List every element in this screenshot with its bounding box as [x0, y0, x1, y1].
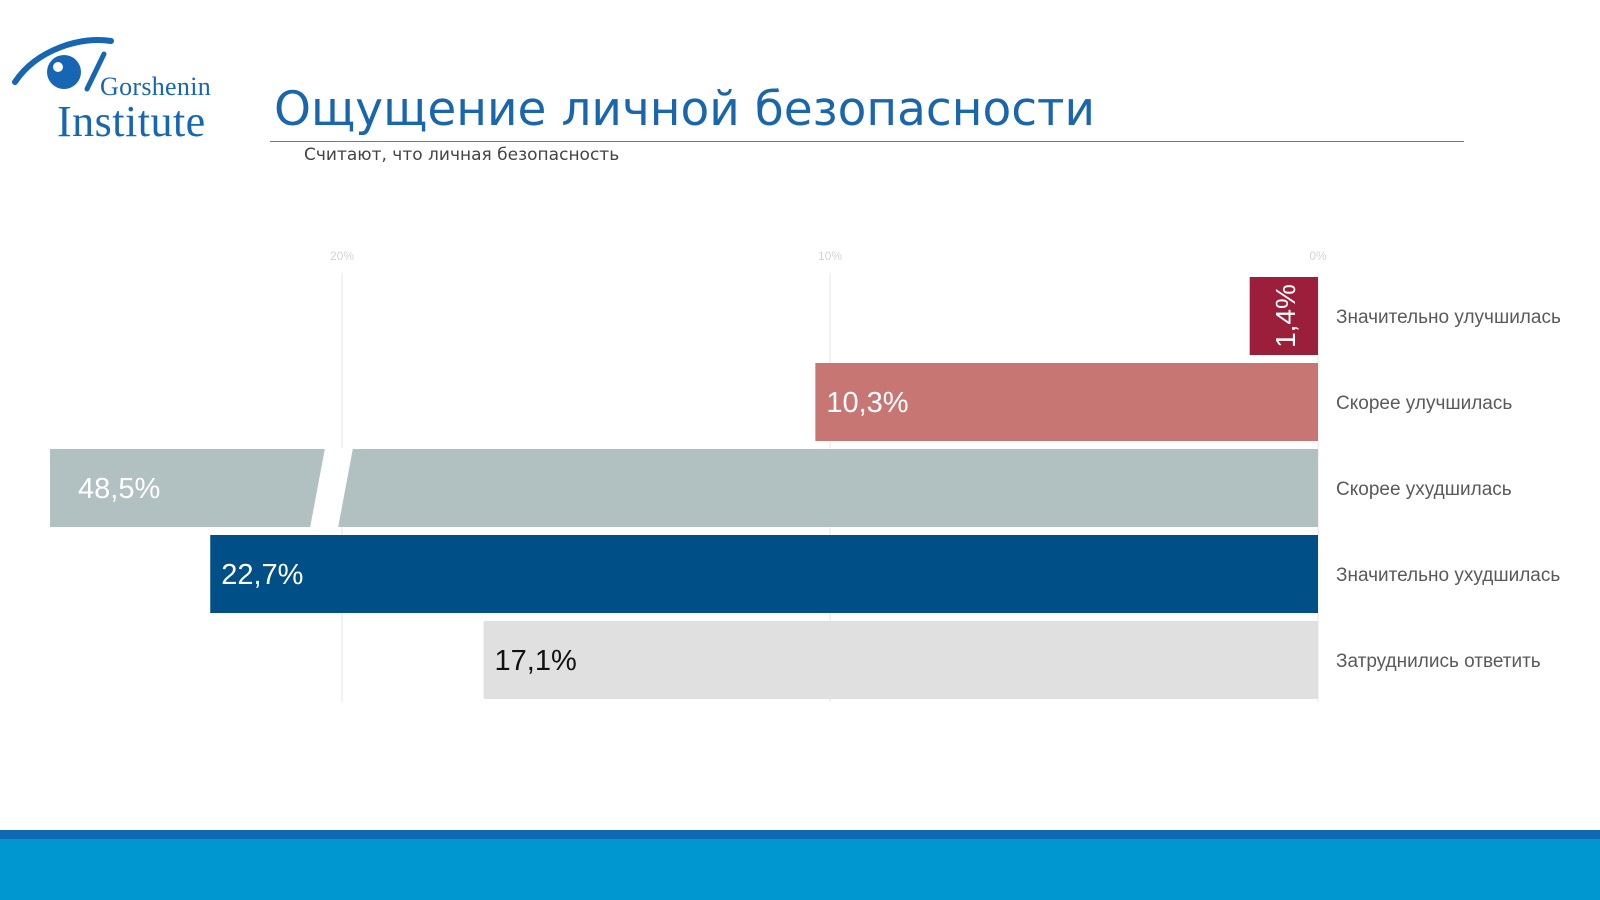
title-divider	[270, 141, 1464, 142]
logo-text-bottom: Institute	[57, 97, 206, 146]
data-label: 22,7%	[221, 559, 303, 591]
footer-band	[0, 830, 1600, 900]
page-title: Ощущение личной безопасности	[274, 82, 1095, 137]
bar	[815, 363, 1318, 441]
bar	[50, 449, 1318, 527]
footer-line	[0, 830, 1600, 839]
tick-label: 20%	[330, 249, 354, 263]
category-label: Затруднились ответить	[1336, 651, 1541, 672]
category-label: Значительно улучшилась	[1336, 307, 1561, 328]
page-subtitle: Считают, что личная безопасность	[304, 145, 620, 165]
data-label: 48,5%	[78, 473, 160, 505]
bar-chart: 20% 10% 0% 1,4% Значительно улучшилась 10,3% С…	[50, 249, 1561, 702]
bar-break	[310, 448, 353, 528]
data-label: 17,1%	[495, 645, 577, 677]
logo-text-top: Gorshenin	[100, 72, 212, 101]
bar	[210, 535, 1319, 613]
data-label: 10,3%	[826, 387, 908, 419]
bar	[483, 621, 1318, 699]
logo: Gorshenin Institute	[12, 34, 242, 146]
category-label: Значительно ухудшилась	[1336, 565, 1560, 586]
tick-label: 0%	[1309, 249, 1327, 263]
category-label: Скорее улучшилась	[1336, 393, 1512, 414]
tick-label: 10%	[818, 249, 842, 263]
category-label: Скорее ухудшилась	[1336, 479, 1512, 500]
eye-logo-icon	[12, 37, 114, 92]
bar	[1249, 277, 1318, 355]
data-label: 1,4%	[1270, 284, 1301, 348]
